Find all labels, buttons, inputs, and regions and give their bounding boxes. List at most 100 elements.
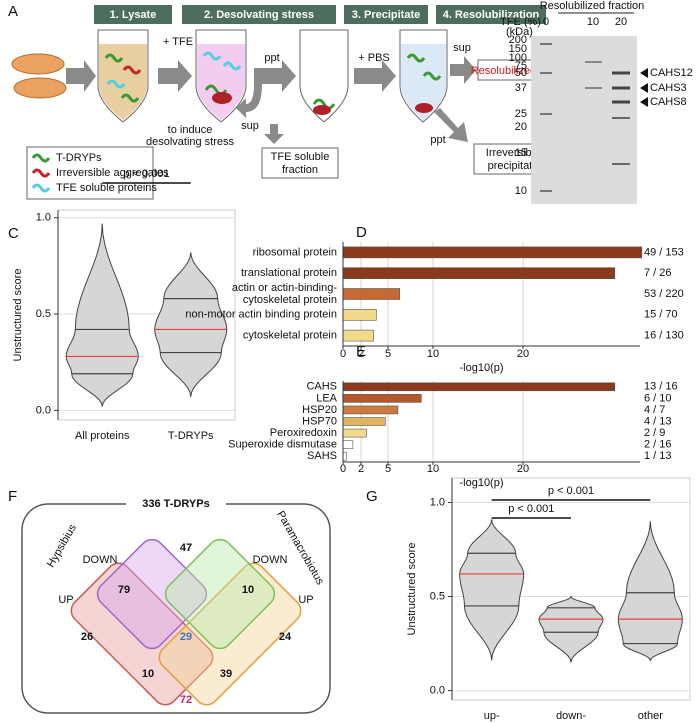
aggregate-icon	[212, 92, 232, 104]
arrow	[354, 60, 396, 92]
step-note: desolvating stress	[146, 136, 235, 148]
violin	[617, 521, 683, 662]
venn-set	[158, 562, 302, 706]
step-note: + TFE	[163, 36, 193, 48]
arrow	[236, 84, 262, 118]
x-tick-label: down-	[556, 710, 586, 722]
venn: 336 T-DRYPs Hypsibius Paramacrobiotus DO…	[21, 494, 331, 714]
x-tick-label: All proteins	[75, 430, 130, 442]
venn-count: 29	[180, 631, 192, 643]
step-label: 3. Precipitate	[352, 9, 420, 21]
panel-letter: C	[8, 225, 19, 242]
y-tick-label: Superoxide dismutase	[228, 439, 337, 451]
y-tick-label: CAHS	[306, 381, 337, 393]
panel-letter: A	[8, 3, 18, 20]
venn-count: 47	[180, 542, 192, 554]
bar	[342, 440, 354, 449]
aggregate-icon	[313, 105, 331, 115]
bar	[342, 246, 643, 259]
count-label: 7 / 26	[644, 267, 672, 279]
count-label: 2 / 16	[644, 439, 672, 451]
gel-title: Resolubilized fraction	[540, 0, 645, 12]
y-tick-label: actin or actin-binding-	[232, 282, 338, 294]
count-label: 1 / 13	[644, 450, 672, 462]
bar	[342, 451, 347, 461]
step-note: ppt	[264, 52, 279, 64]
fraction-box	[261, 147, 339, 179]
legend-label: Irreversible aggregates	[56, 167, 169, 179]
lane-label: 10	[587, 16, 599, 28]
bar	[342, 308, 377, 321]
marker-label: 75	[515, 60, 527, 72]
x-tick-label: 10	[427, 463, 439, 475]
count-label: 15 / 70	[644, 309, 678, 321]
legend-icon	[31, 168, 51, 178]
protein-icon	[406, 53, 426, 63]
x-tick-label: 2	[358, 463, 364, 475]
step-box	[182, 5, 336, 24]
marker-label: 37	[515, 82, 527, 94]
marker-label: 150	[509, 43, 527, 55]
y-tick-label: 1.0	[36, 212, 51, 224]
protein-icon	[106, 79, 126, 89]
count-label: 6 / 10	[644, 392, 672, 404]
venn-count: 26	[81, 631, 93, 643]
venn-title: 336 T-DRYPs	[142, 498, 209, 510]
venn-count: 39	[220, 668, 232, 680]
y-axis-label: Unstructured score	[12, 269, 24, 362]
legend-label: TFE soluble proteins	[56, 182, 157, 194]
protein-icon	[104, 53, 124, 63]
arrow	[158, 60, 192, 92]
x-tick-label: 5	[385, 348, 391, 360]
band-arrow	[640, 83, 648, 93]
protein-icon	[422, 71, 442, 81]
x-axis-label: -log10(p)	[459, 362, 503, 374]
arrow	[254, 60, 296, 92]
y-tick-label: HSP70	[302, 415, 337, 427]
y-tick-label: 0.5	[430, 590, 445, 602]
gel: Resolubilized fraction TFE (%) (kDa) CAH…	[500, 0, 693, 204]
venn-count: 24	[279, 631, 292, 643]
marker-label: 15	[515, 147, 527, 159]
legend-icon	[31, 183, 51, 193]
y-tick-label: 0.0	[36, 404, 51, 416]
protein-icon	[222, 61, 242, 71]
y-tick-label: HSP20	[302, 404, 337, 416]
step-box	[94, 5, 172, 24]
marker-label: 10	[515, 185, 527, 197]
fraction-label: Irreversible	[486, 147, 540, 159]
panel-letter: D	[356, 224, 367, 241]
violin	[154, 252, 228, 397]
y-tick-label: cytoskeletal protein	[243, 294, 337, 306]
legend-icon	[31, 153, 51, 163]
bar	[342, 394, 422, 403]
panel-letter: G	[366, 488, 378, 505]
step-label: 2. Desolvating stress	[204, 9, 314, 21]
x-tick-label: 10	[427, 348, 439, 360]
step-note: ppt	[430, 134, 445, 146]
gel-axis-label: (kDa)	[506, 26, 533, 38]
arrow	[264, 124, 284, 144]
arrow	[434, 108, 468, 142]
bar	[342, 382, 616, 392]
aggregate-icon	[415, 103, 433, 113]
marker-label: 200	[509, 34, 527, 46]
lane-label: 0	[543, 16, 549, 28]
tube-content	[401, 44, 446, 120]
count-label: 2 / 9	[644, 427, 665, 439]
venn-count: 72	[180, 694, 192, 706]
x-tick-label: 0	[340, 348, 346, 360]
arrow	[66, 60, 96, 92]
marker-label: 25	[515, 108, 527, 120]
violin	[459, 519, 525, 661]
fraction-label: precipitate	[488, 160, 539, 172]
venn-count: 79	[118, 584, 130, 596]
marker-label: 20	[515, 121, 527, 133]
bar	[342, 405, 399, 415]
arrow	[450, 56, 476, 84]
violin	[538, 595, 604, 663]
x-tick-label: 2	[358, 348, 364, 360]
workflow: 1. Lysate 2. Desolvating stress 3. Preci…	[11, 5, 575, 200]
y-tick-label: translational protein	[241, 267, 337, 279]
bar	[342, 329, 374, 342]
